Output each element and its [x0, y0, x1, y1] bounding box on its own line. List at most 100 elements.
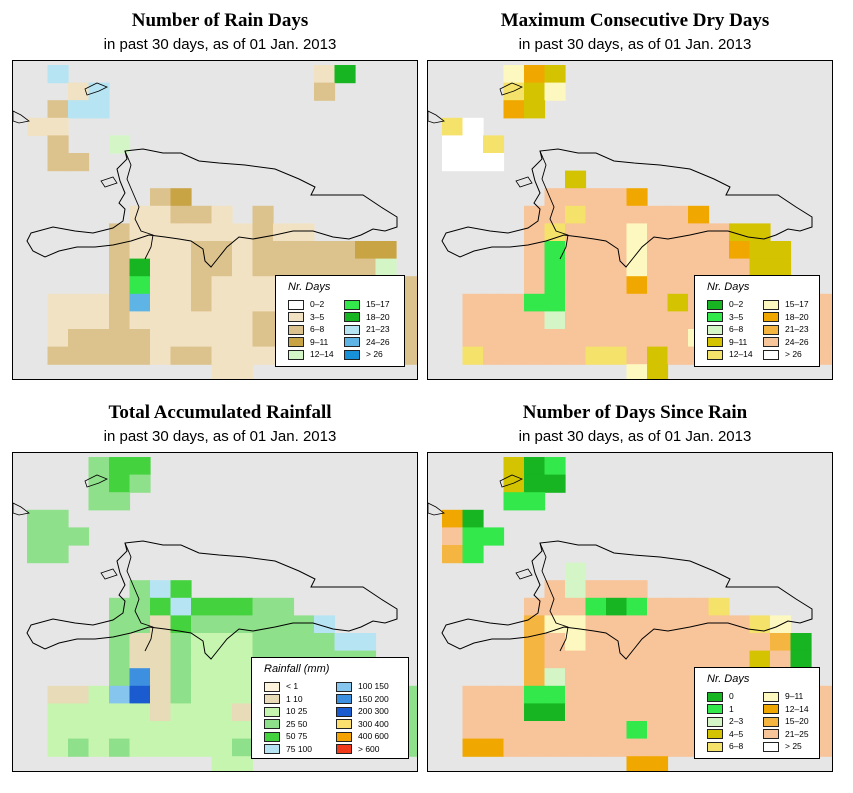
grid-cell	[462, 293, 484, 312]
grid-cell	[729, 241, 751, 260]
grid-cell	[565, 346, 587, 365]
grid-cell	[68, 311, 90, 330]
grid-cell	[47, 153, 69, 172]
legend-label: 9–11	[310, 336, 329, 347]
grid-cell	[211, 223, 233, 242]
grid-cell	[293, 241, 315, 260]
grid-cell	[191, 615, 213, 634]
grid-cell	[688, 650, 710, 669]
grid-cell	[462, 509, 484, 528]
grid-cell	[170, 633, 192, 652]
grid-cell	[211, 258, 233, 277]
grid-cell	[170, 668, 192, 687]
grid-cell	[790, 650, 812, 669]
grid-cell	[647, 703, 669, 722]
grid-cell	[375, 258, 397, 277]
grid-cell	[211, 738, 233, 757]
grid-cell	[273, 241, 295, 260]
small-island-outline	[13, 502, 30, 516]
grid-cell	[462, 738, 484, 757]
grid-cell	[416, 293, 417, 312]
grid-cell	[88, 346, 110, 365]
grid-cell	[232, 293, 254, 312]
grid-cell	[442, 545, 464, 564]
grid-cell	[688, 223, 710, 242]
grid-cell	[170, 241, 192, 260]
legend-label: 15–17	[366, 299, 390, 309]
map-area: Nr. Days 0–2 3–5 6–8 9–11 12–14 15–17 18–20 21–…	[427, 60, 833, 380]
legend-swatch	[763, 349, 779, 360]
grid-cell	[606, 685, 628, 704]
grid-cell	[170, 703, 192, 722]
grid-cell	[232, 258, 254, 277]
grid-cell	[626, 580, 648, 599]
grid-cell	[544, 293, 566, 312]
grid-cell	[544, 82, 566, 101]
panel-subtitle: in past 30 days, as of 01 Jan. 2013	[103, 36, 337, 53]
grid-cell	[68, 527, 90, 546]
island-outline	[441, 148, 813, 268]
grid-cell	[211, 311, 233, 330]
grid-cell	[585, 188, 607, 207]
grid-cell	[544, 474, 566, 493]
grid-cell	[585, 668, 607, 687]
legend-item: 21–23	[763, 323, 809, 335]
grid-cell	[462, 117, 484, 136]
grid-cell	[109, 615, 131, 634]
legend-swatch	[264, 719, 280, 730]
grid-cell	[503, 492, 525, 511]
legend-item: 0	[707, 690, 734, 702]
grid-cell	[109, 474, 131, 493]
legend-swatch	[344, 324, 360, 335]
legend-item: 400 600	[336, 730, 389, 742]
legend-swatch	[763, 691, 779, 702]
grid-cell	[544, 685, 566, 704]
legend-label: 0–2	[729, 299, 744, 309]
legend-label: 21–23	[366, 324, 390, 334]
grid-cell	[544, 65, 566, 84]
grid-cell	[150, 633, 172, 652]
grid-cell	[170, 738, 192, 757]
legend-item: 0–2	[707, 298, 743, 310]
grid-cell	[565, 311, 587, 330]
legend-swatch	[336, 694, 352, 705]
grid-cell	[150, 293, 172, 312]
grid-cell	[585, 205, 607, 224]
grid-cell	[150, 311, 172, 330]
grid-cell	[503, 685, 525, 704]
grid-cell	[109, 135, 131, 154]
grid-cell	[667, 205, 689, 224]
grid-cell	[47, 685, 69, 704]
grid-cell	[565, 703, 587, 722]
grid-cell	[252, 223, 274, 242]
legend-item: 6–8	[707, 740, 743, 752]
country-border	[539, 150, 569, 260]
grid-cell	[47, 311, 69, 330]
grid-cell	[232, 668, 254, 687]
legend-swatch	[707, 741, 723, 752]
legend-label: 24–26	[366, 336, 390, 347]
grid-cell	[524, 474, 546, 493]
grid-cell	[626, 205, 648, 224]
legend-item: > 600	[336, 743, 380, 755]
grid-cell	[565, 562, 587, 581]
grid-cell	[831, 329, 832, 348]
grid-cell	[483, 346, 505, 365]
legend-swatch	[336, 744, 352, 755]
grid-cell	[544, 457, 566, 476]
map-legend: Nr. Days 0–2 3–5 6–8 9–11 12–14 15–17 18–20 21–…	[694, 275, 820, 367]
grid-cell	[647, 293, 669, 312]
grid-cell	[544, 188, 566, 207]
grid-cell	[524, 329, 546, 348]
grid-cell	[462, 545, 484, 564]
legend-swatch	[763, 729, 779, 740]
grid-cell	[585, 721, 607, 740]
legend-swatch	[336, 681, 352, 692]
grid-cell	[170, 346, 192, 365]
grid-cell	[647, 329, 669, 348]
grid-cell	[565, 276, 587, 295]
grid-cell	[708, 597, 730, 616]
legend-swatch	[707, 324, 723, 335]
legend-item: 2–3	[707, 715, 743, 727]
panel-title: Number of Days Since Rain	[522, 402, 748, 423]
